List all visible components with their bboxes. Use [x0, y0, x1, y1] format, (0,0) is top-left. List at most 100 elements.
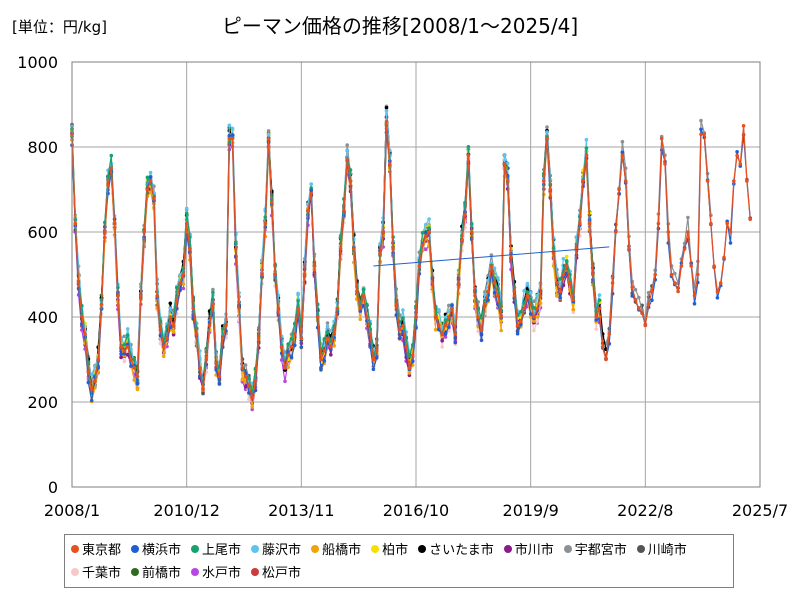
data-point — [607, 332, 612, 336]
data-point — [247, 397, 251, 402]
data-point — [312, 264, 317, 268]
data-point — [489, 264, 494, 268]
legend-marker — [503, 544, 512, 553]
legend-label: 上尾市 — [202, 543, 242, 558]
data-point — [230, 133, 235, 137]
data-point — [673, 281, 677, 285]
data-point — [178, 273, 182, 277]
legend-marker — [418, 544, 427, 553]
data-point — [535, 320, 539, 324]
data-point — [247, 391, 251, 395]
data-point — [322, 337, 327, 341]
data-point — [106, 183, 110, 188]
data-point — [650, 289, 654, 294]
legend-label: さいたま市 — [429, 543, 494, 558]
data-point — [741, 124, 746, 128]
data-point — [646, 290, 651, 295]
data-point — [109, 166, 114, 171]
legend-label: 藤沢市 — [262, 543, 302, 558]
data-point — [676, 289, 680, 294]
data-point — [178, 281, 182, 285]
data-point — [230, 136, 235, 141]
data-point — [496, 287, 500, 291]
data-point — [447, 325, 451, 329]
data-point — [466, 153, 471, 158]
legend-label: 水戸市 — [202, 566, 242, 581]
series-千葉市 — [70, 121, 602, 408]
data-point — [279, 345, 284, 349]
data-point — [561, 257, 566, 261]
data-point — [558, 289, 562, 294]
data-point — [247, 383, 251, 387]
legend-item: 川崎市 — [636, 539, 687, 558]
data-point — [502, 152, 507, 157]
data-point — [725, 221, 729, 226]
data-point — [296, 291, 300, 296]
data-point — [93, 379, 97, 383]
data-point — [148, 179, 153, 183]
data-point — [289, 355, 294, 360]
data-point — [217, 381, 222, 386]
series-市川市 — [70, 115, 602, 406]
data-point — [89, 372, 94, 377]
data-point — [558, 277, 562, 281]
data-point — [659, 136, 664, 141]
data-point — [401, 316, 405, 320]
data-point — [322, 349, 327, 353]
data-point — [227, 136, 232, 141]
data-point — [663, 162, 667, 166]
data-point — [214, 362, 218, 366]
data-point — [260, 272, 264, 277]
x-tick-label: 2010/12 — [153, 501, 219, 520]
data-point — [646, 302, 651, 307]
data-point — [437, 323, 441, 328]
data-point — [466, 145, 471, 149]
legend-label: 横浜市 — [142, 543, 182, 558]
y-tick-label: 0 — [48, 478, 58, 497]
series-水戸市 — [70, 126, 602, 412]
data-point — [86, 380, 91, 385]
data-point — [263, 221, 268, 226]
data-point — [368, 322, 372, 326]
data-point — [371, 367, 376, 372]
data-point — [600, 345, 605, 349]
y-tick-label: 800 — [27, 138, 58, 157]
series-line — [71, 120, 751, 399]
data-point — [335, 306, 340, 311]
data-point — [165, 324, 169, 329]
data-point — [450, 306, 454, 311]
data-point — [594, 327, 598, 331]
data-point — [584, 146, 589, 150]
data-point — [689, 264, 693, 268]
data-point — [240, 366, 245, 370]
data-point — [505, 161, 510, 166]
data-point — [443, 323, 448, 328]
data-point — [293, 343, 297, 348]
data-point — [119, 355, 123, 360]
data-point — [476, 315, 481, 319]
data-point — [188, 247, 192, 251]
data-point — [401, 323, 405, 328]
data-point — [365, 302, 369, 307]
series-line — [71, 127, 600, 410]
data-point — [358, 317, 363, 322]
data-point — [289, 337, 294, 341]
data-point — [748, 217, 752, 222]
data-point — [571, 310, 576, 315]
data-point — [414, 315, 418, 319]
data-point — [211, 287, 215, 292]
data-point — [568, 281, 572, 285]
data-point — [424, 234, 428, 239]
data-point — [440, 345, 445, 349]
data-point — [581, 179, 585, 183]
data-point — [348, 168, 353, 172]
data-point — [286, 353, 291, 358]
data-point — [407, 366, 412, 370]
data-point — [427, 217, 431, 221]
series-line — [71, 123, 653, 399]
data-point — [329, 353, 333, 357]
data-point — [492, 290, 497, 295]
data-point — [332, 332, 336, 336]
data-point — [329, 345, 333, 349]
data-point — [509, 255, 513, 260]
